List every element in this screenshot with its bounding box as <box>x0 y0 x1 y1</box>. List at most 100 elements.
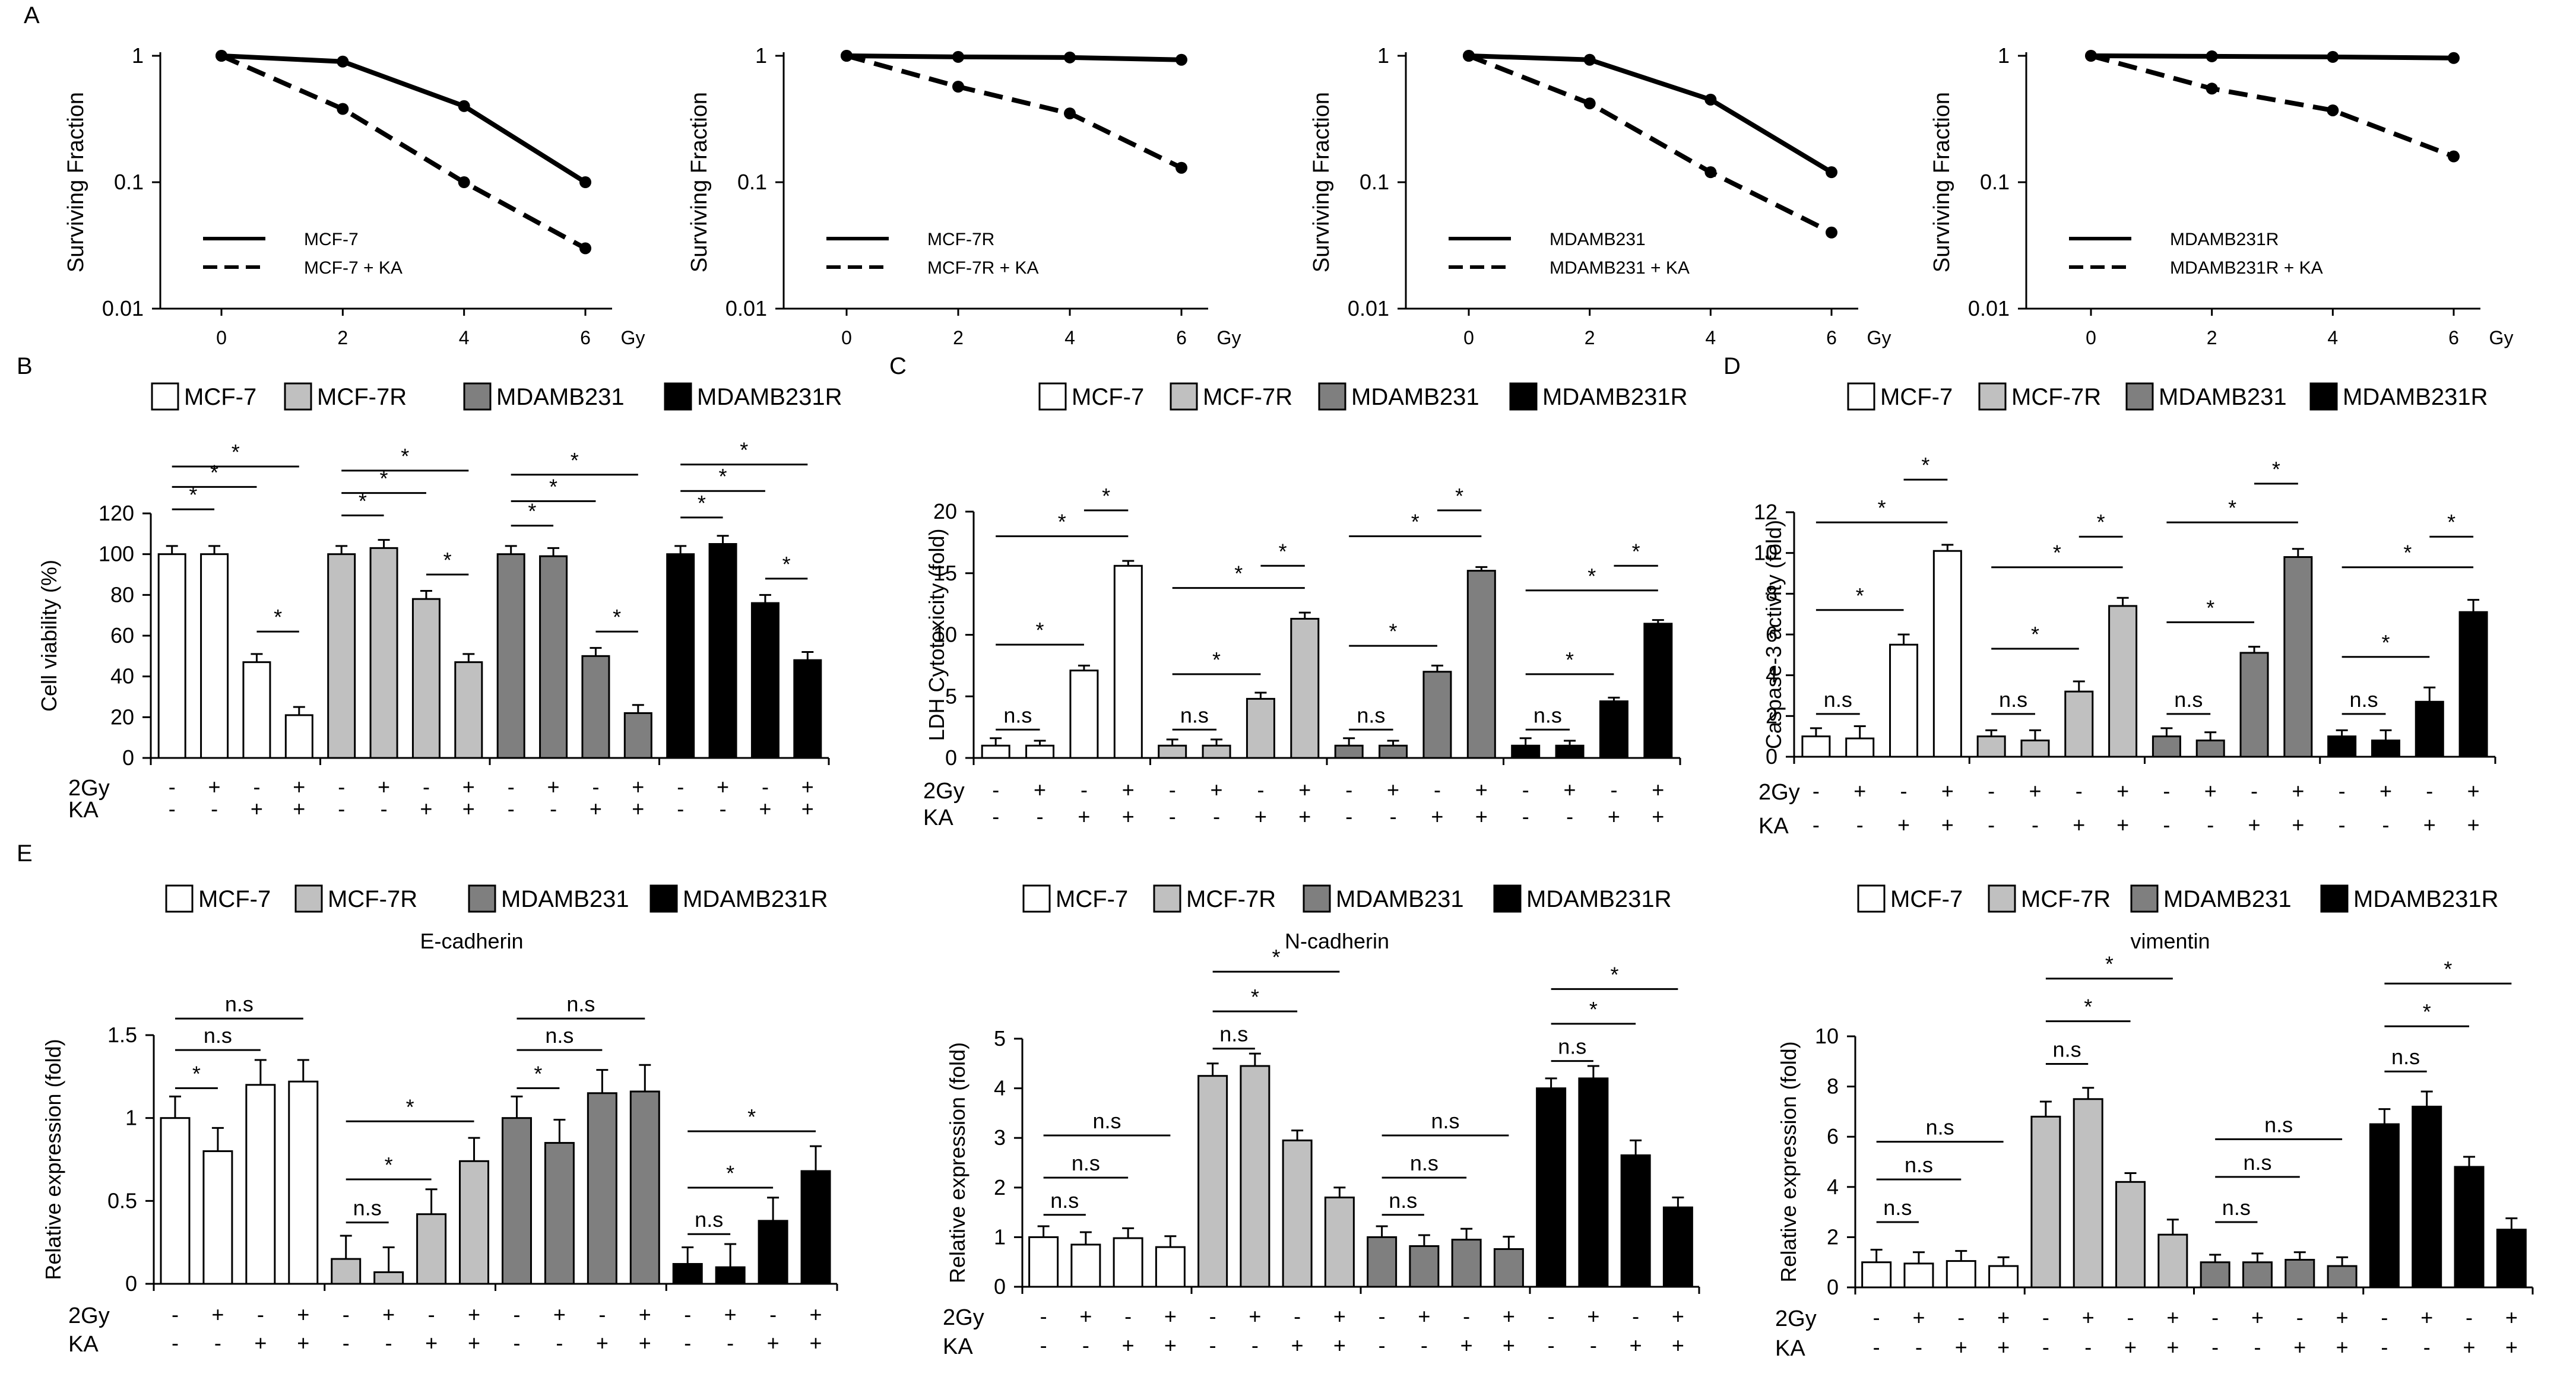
chart-e1-treatment-ka: - <box>214 1331 221 1355</box>
chart-e2-y-tick-label: 1 <box>994 1224 1006 1249</box>
chart-e3-significance-label: n.s <box>2391 1045 2420 1069</box>
chart-b-significance-label: * <box>232 440 240 464</box>
chart-e3-treatment-ka: - <box>1915 1335 1922 1359</box>
chart-e2-treatment-2gy: + <box>1333 1304 1346 1328</box>
chart-e2-treatment-2gy: + <box>1164 1304 1177 1328</box>
chart-e2-treatment-ka: - <box>1548 1333 1555 1357</box>
chart-b-treatment-2gy: - <box>508 775 515 799</box>
chart-e2-bar <box>1197 1075 1228 1288</box>
chart-a4-series-solid-line <box>2090 53 2454 61</box>
chart-a4-y-tick-label: 1 <box>1998 43 2010 68</box>
chart-a2-series-solid-line <box>846 53 1182 62</box>
chart-e2-bar <box>1536 1087 1567 1288</box>
chart-e1-treatment-2gy: - <box>172 1302 179 1327</box>
chart-e2-bar <box>1282 1139 1313 1288</box>
chart-e2-significance-label: n.s <box>1219 1022 1248 1046</box>
chart-c-significance-label: * <box>1588 564 1596 588</box>
chart-a1-x-tick-label: 0 <box>216 327 227 348</box>
chart-a1-y-axis-label: Surviving Fraction <box>64 92 88 272</box>
chart-a4-data-point <box>2206 50 2218 62</box>
chart-a1-data-point <box>579 242 591 255</box>
chart-e2-bar <box>1578 1077 1609 1288</box>
chart-c-treatment-ka: + <box>1608 804 1620 829</box>
chart-d-y-axis-label: Caspase-3 activity (fold) <box>1761 520 1786 749</box>
chart-d-treatment-ka: - <box>2163 813 2170 837</box>
chart-c-bar <box>1113 564 1143 759</box>
chart-e1-bar <box>629 1090 660 1285</box>
chart-e3-treatment-ka: + <box>2463 1335 2476 1359</box>
chart-b-treatment-ka: - <box>508 797 515 821</box>
chart-e2-treatment-ka: - <box>1040 1333 1047 1357</box>
chart-e2-legend-label: MDAMB231R <box>1526 886 1672 912</box>
chart-c-significance-label: n.s <box>1003 703 1032 727</box>
chart-e1-significance-label: * <box>192 1061 201 1086</box>
chart-c-row-label-2gy: 2Gy <box>923 779 965 804</box>
chart-c-bar <box>1025 744 1055 759</box>
chart-e3-significance-label: * <box>2105 952 2114 976</box>
chart-c-legend-label: MDAMB231 <box>1351 384 1479 410</box>
chart-d-treatment-2gy: + <box>2292 779 2304 803</box>
chart-d-treatment-ka: + <box>1941 813 1954 837</box>
chart-c-significance-label: n.s <box>1533 703 1562 727</box>
chart-e1-treatment-ka: - <box>385 1331 392 1355</box>
chart-e2-bar <box>1070 1243 1101 1288</box>
chart-b-significance-label: * <box>698 491 706 515</box>
chart-e2-y-tick-label: 3 <box>994 1125 1006 1150</box>
chart-e1-legend-swatch <box>165 884 194 913</box>
chart-c-bar <box>1599 700 1628 759</box>
chart-e2-treatment-2gy: - <box>1124 1304 1132 1328</box>
chart-c-y-tick-label: 0 <box>945 745 957 770</box>
chart-e2-treatment-ka: + <box>1672 1333 1684 1357</box>
chart-d-treatment-ka: - <box>1988 813 1995 837</box>
chart-d-significance-label: * <box>2031 622 2039 646</box>
chart-a1-data-point <box>337 103 349 115</box>
chart-a2-data-point <box>1064 107 1076 120</box>
chart-e2-bar <box>1324 1197 1355 1288</box>
chart-e2-significance-label: * <box>1272 945 1280 969</box>
chart-e2-treatment-2gy: + <box>1503 1304 1515 1328</box>
chart-a3-x-tick-label: 4 <box>1705 327 1716 348</box>
chart-c-bar <box>1643 623 1673 759</box>
chart-c-treatment-2gy: - <box>1169 778 1176 802</box>
chart-e1-treatment-2gy: - <box>684 1302 691 1327</box>
chart-e2-row-label-2gy: 2Gy <box>943 1305 984 1330</box>
chart-c-bar <box>1466 570 1496 759</box>
chart-e1-treatment-2gy: + <box>553 1302 566 1327</box>
chart-e3-treatment-ka: - <box>2423 1335 2431 1359</box>
chart-a2-data-point <box>952 50 964 63</box>
chart-e3-legend-swatch <box>1988 884 2016 913</box>
chart-a1-y-tick-label: 0.1 <box>114 170 144 194</box>
chart-e3-treatment-2gy: - <box>1873 1305 1880 1330</box>
chart-e2-significance-label: * <box>1610 962 1618 986</box>
chart-b-treatment-2gy: - <box>423 775 430 799</box>
chart-a4-legend-label: MDAMB231R + KA <box>2170 258 2323 278</box>
chart-b-significance-label: * <box>210 460 218 484</box>
chart-e3-bar <box>2454 1166 2485 1289</box>
chart-e2-bar <box>1155 1246 1186 1288</box>
chart-c-treatment-ka: + <box>1298 804 1311 829</box>
chart-e1-bar <box>587 1092 617 1285</box>
chart-c-treatment-2gy: + <box>1564 778 1576 802</box>
chart-e2-legend-swatch <box>1303 884 1331 913</box>
chart-a2-data-point <box>952 80 964 93</box>
chart-c-legend-swatch <box>1318 382 1346 411</box>
chart-c-treatment-ka: - <box>1345 804 1352 829</box>
chart-b-row-label-ka: KA <box>68 798 99 823</box>
chart-a3-y-tick-label: 1 <box>1377 43 1389 68</box>
chart-e3-row-label-2gy: 2Gy <box>1775 1306 1817 1331</box>
chart-e3-bar <box>1988 1265 2019 1289</box>
chart-d-bar <box>2064 690 2094 758</box>
chart-b-treatment-2gy: - <box>338 775 345 799</box>
chart-b-treatment-ka: + <box>251 797 263 821</box>
chart-e3-y-tick-label: 8 <box>1827 1074 1839 1099</box>
chart-a3-data-point <box>1826 166 1837 179</box>
chart-e2-bar <box>1113 1237 1143 1288</box>
chart-e2-treatment-ka: + <box>1122 1333 1135 1357</box>
chart-e3-treatment-2gy: - <box>2466 1305 2473 1330</box>
chart-e2-treatment-2gy: - <box>1040 1304 1047 1328</box>
chart-e2-bar <box>1451 1239 1482 1288</box>
chart-b-y-tick-label: 60 <box>110 623 134 648</box>
chart-b-treatment-ka: + <box>462 797 475 821</box>
chart-e3-treatment-2gy: - <box>2296 1305 2303 1330</box>
chart-d-significance-label: * <box>2097 510 2105 534</box>
